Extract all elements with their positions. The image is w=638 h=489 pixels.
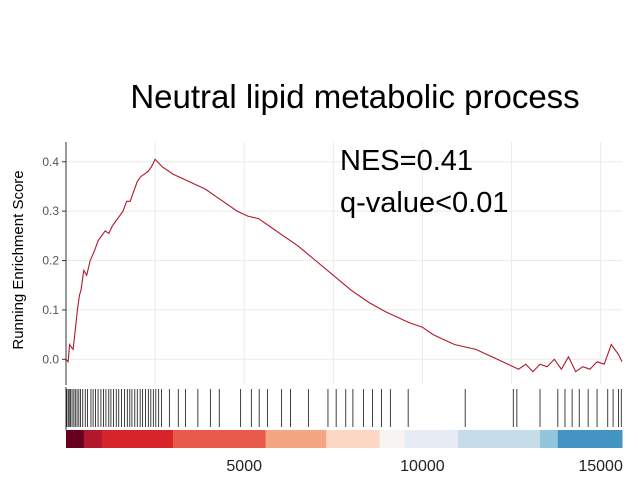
rank-color-segment [172,430,267,448]
gene-hit-ticks [66,389,622,427]
rank-color-segment [265,430,327,448]
rank-color-segment [540,430,559,448]
q-value-annotation: q-value<0.01 [340,187,509,219]
chart-title: Neutral lipid metabolic process [130,78,579,115]
rank-color-segment [404,430,459,448]
running-enrichment-line [65,158,623,373]
y-tick-label: 0.0 [42,352,59,366]
x-grid [154,142,602,384]
rank-color-segment [83,430,103,448]
rank-color-segment [557,430,623,448]
y-tick-label: 0.3 [42,204,59,218]
y-tick-label: 0.2 [42,254,59,268]
rank-color-segment [326,430,381,448]
nes-annotation: NES=0.41 [340,145,473,177]
ranking-color-bar [66,430,623,448]
rank-color-segment [101,430,174,448]
x-tick-label: 15000 [578,458,623,475]
y-tick-label: 0.4 [42,155,59,169]
x-tick-labels: 5000 10000 15000 [226,458,623,475]
y-axis-label: Running Enrichment Score [10,170,27,349]
y-tick-label: 0.1 [42,303,59,317]
rank-color-segment [458,430,541,448]
rank-color-segment [379,430,406,448]
x-tick-label: 10000 [400,458,445,475]
x-tick-label: 5000 [226,458,262,475]
y-tick-labels: 0.0 0.1 0.2 0.3 0.4 [42,155,66,366]
rank-color-segment [66,430,85,448]
y-grid [66,161,622,360]
